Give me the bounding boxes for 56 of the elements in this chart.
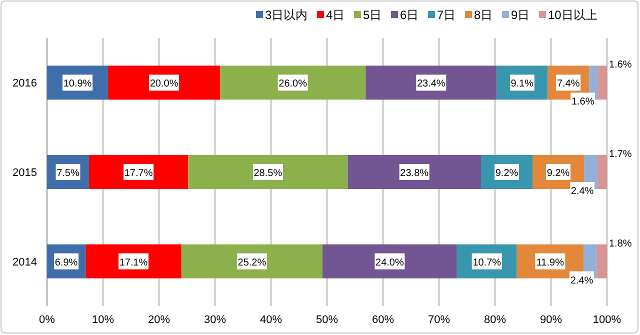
bar bbox=[597, 155, 607, 189]
bar bbox=[181, 244, 323, 278]
data-label: 2.4% bbox=[570, 275, 594, 286]
data-label: 1.6% bbox=[609, 60, 632, 71]
x-tick-label: 50% bbox=[316, 314, 338, 326]
data-label: 10.7% bbox=[472, 257, 502, 268]
data-label: 9.2% bbox=[546, 168, 570, 179]
data-label: 2.4% bbox=[570, 186, 594, 197]
y-tick-label: 2015 bbox=[12, 167, 37, 179]
bar bbox=[220, 66, 366, 100]
x-tick-label: 60% bbox=[372, 314, 394, 326]
bar bbox=[108, 66, 220, 100]
data-label: 9.2% bbox=[495, 168, 518, 179]
x-tick-label: 20% bbox=[148, 314, 170, 326]
legend-label: 4日 bbox=[326, 8, 345, 22]
x-tick-label: 100% bbox=[592, 314, 622, 326]
legend-label: 10日以上 bbox=[548, 8, 598, 22]
data-label: 1.7% bbox=[609, 149, 632, 160]
x-tick-label: 40% bbox=[260, 314, 282, 326]
legend-label: 5日 bbox=[363, 8, 382, 22]
data-label: 1.6% bbox=[571, 96, 594, 108]
data-label: 23.8% bbox=[400, 168, 429, 179]
data-label: 20.0% bbox=[150, 78, 178, 90]
y-tick-label: 2016 bbox=[12, 78, 37, 90]
bar bbox=[322, 244, 457, 278]
data-label: 10.9% bbox=[63, 78, 92, 90]
bar bbox=[366, 66, 497, 100]
x-tick-label: 10% bbox=[92, 314, 114, 326]
x-tick-label: 80% bbox=[484, 314, 506, 326]
x-tick-label: 0% bbox=[39, 314, 56, 326]
legend-label: 6日 bbox=[400, 8, 419, 22]
data-label: 23.4% bbox=[416, 78, 446, 90]
bar bbox=[348, 155, 481, 189]
legend-label: 7日 bbox=[437, 8, 456, 22]
legend-label: 9日 bbox=[511, 8, 530, 22]
legend-label: 8日 bbox=[474, 8, 493, 22]
data-label: 17.1% bbox=[119, 257, 148, 268]
x-tick-label: 90% bbox=[540, 314, 562, 326]
data-label: 7.4% bbox=[556, 78, 580, 90]
bar bbox=[188, 155, 348, 189]
data-label: 9.1% bbox=[510, 78, 534, 90]
data-label: 11.9% bbox=[536, 257, 564, 268]
data-label: 7.5% bbox=[56, 168, 80, 179]
legend-label: 3日以内 bbox=[265, 8, 308, 22]
y-tick-label: 2014 bbox=[12, 256, 37, 268]
x-tick-label: 70% bbox=[428, 314, 450, 326]
bar bbox=[598, 66, 607, 100]
data-label: 24.0% bbox=[376, 257, 404, 268]
data-label: 17.7% bbox=[124, 168, 153, 179]
data-label: 26.0% bbox=[278, 78, 308, 90]
data-label: 25.2% bbox=[238, 257, 266, 268]
data-label: 1.8% bbox=[609, 238, 632, 250]
data-label: 28.5% bbox=[254, 168, 282, 179]
bar bbox=[596, 244, 607, 278]
data-label: 6.9% bbox=[54, 257, 78, 268]
x-tick-label: 30% bbox=[204, 314, 226, 326]
